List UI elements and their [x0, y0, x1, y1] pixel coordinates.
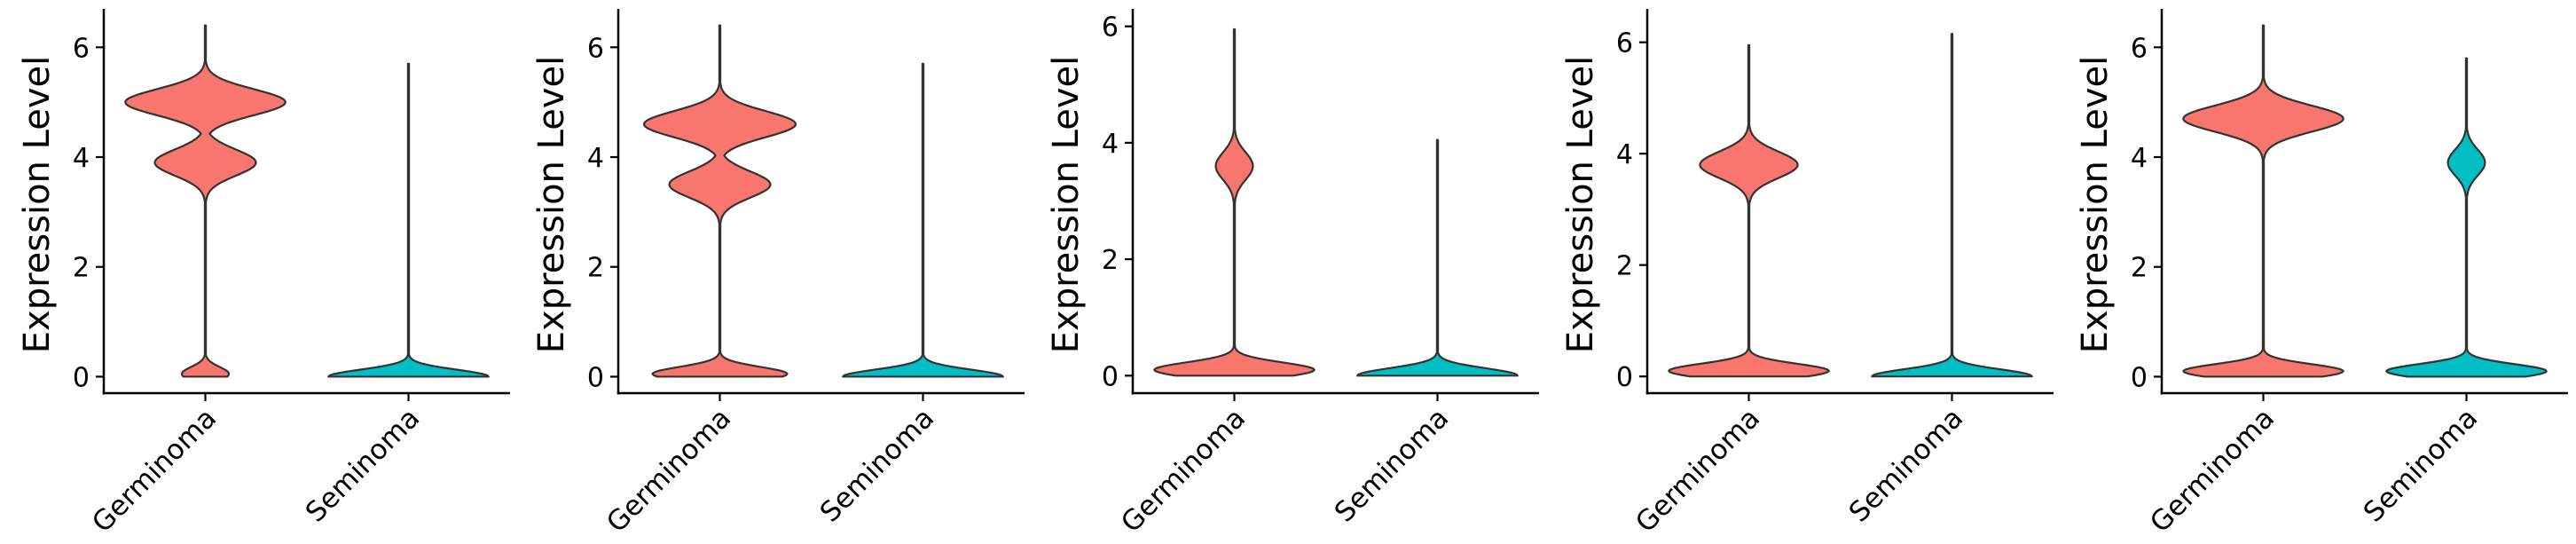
y-tick-label: 6	[2131, 33, 2148, 64]
x-tick-label-germinoma: Germinoma	[86, 402, 223, 539]
y-tick-label: 0	[1102, 361, 1119, 392]
y-tick-label: 0	[2131, 362, 2148, 393]
violin-germinoma	[643, 24, 797, 378]
x-tick-label-germinoma: Germinoma	[2144, 402, 2281, 539]
x-tick-label-germinoma: Germinoma	[1630, 402, 1766, 539]
violin-seminoma	[2385, 57, 2548, 378]
violin-panel-3: 0 2 4 6 Germinoma Seminoma Expression Level	[1046, 9, 1539, 539]
violin-panel-1: 0 2 4 6 Germinoma Seminoma Expression Level	[17, 9, 510, 539]
y-tick-label: 6	[1616, 28, 1633, 59]
violin-germinoma	[124, 24, 287, 378]
y-axis-label: Expression Level	[2075, 56, 2116, 353]
y-tick-label: 2	[73, 253, 90, 284]
y-tick-label: 4	[587, 143, 604, 174]
y-tick-label: 2	[587, 253, 604, 284]
y-tick-label: 6	[1102, 12, 1119, 43]
y-axis-label: Expression Level	[17, 56, 58, 353]
x-tick-label-seminoma: Seminoma	[300, 402, 426, 528]
violin-germinoma	[2182, 24, 2344, 378]
x-tick-label-seminoma: Seminoma	[2358, 402, 2484, 528]
y-tick-label: 6	[73, 33, 90, 64]
violin-seminoma	[327, 62, 490, 378]
x-tick-label-seminoma: Seminoma	[1843, 402, 1969, 528]
violin-germinoma	[1668, 43, 1830, 378]
y-tick-label: 4	[73, 143, 90, 174]
violin-panel-5: 0 2 4 6 Germinoma Seminoma Expression Level	[2075, 9, 2568, 539]
y-tick-label: 2	[1616, 251, 1633, 282]
x-tick-label-seminoma: Seminoma	[814, 402, 940, 528]
y-tick-label: 6	[587, 33, 604, 64]
violin-seminoma	[842, 62, 1004, 378]
violin-seminoma	[1871, 33, 2033, 378]
x-tick-label-germinoma: Germinoma	[601, 402, 737, 539]
y-tick-label: 4	[2131, 143, 2148, 174]
y-tick-label: 4	[1102, 129, 1119, 160]
y-axis-label: Expression Level	[1046, 56, 1087, 353]
violin-germinoma	[1153, 28, 1315, 377]
violin-panel-4: 0 2 4 6 Germinoma Seminoma Expression Level	[1560, 9, 2054, 539]
x-tick-label-seminoma: Seminoma	[1329, 402, 1455, 528]
y-tick-label: 0	[1616, 362, 1633, 393]
x-tick-label-germinoma: Germinoma	[1115, 402, 1252, 539]
violin-panel-2: 0 2 4 6 Germinoma Seminoma Expression Level	[531, 9, 1025, 539]
y-tick-label: 4	[1616, 139, 1633, 170]
y-tick-label: 2	[2131, 253, 2148, 284]
y-tick-label: 0	[587, 362, 604, 393]
y-axis-label: Expression Level	[531, 56, 572, 353]
y-axis-label: Expression Level	[1560, 56, 1601, 353]
y-tick-label: 0	[73, 362, 90, 393]
y-tick-label: 2	[1102, 245, 1119, 276]
violin-seminoma	[1356, 138, 1519, 377]
